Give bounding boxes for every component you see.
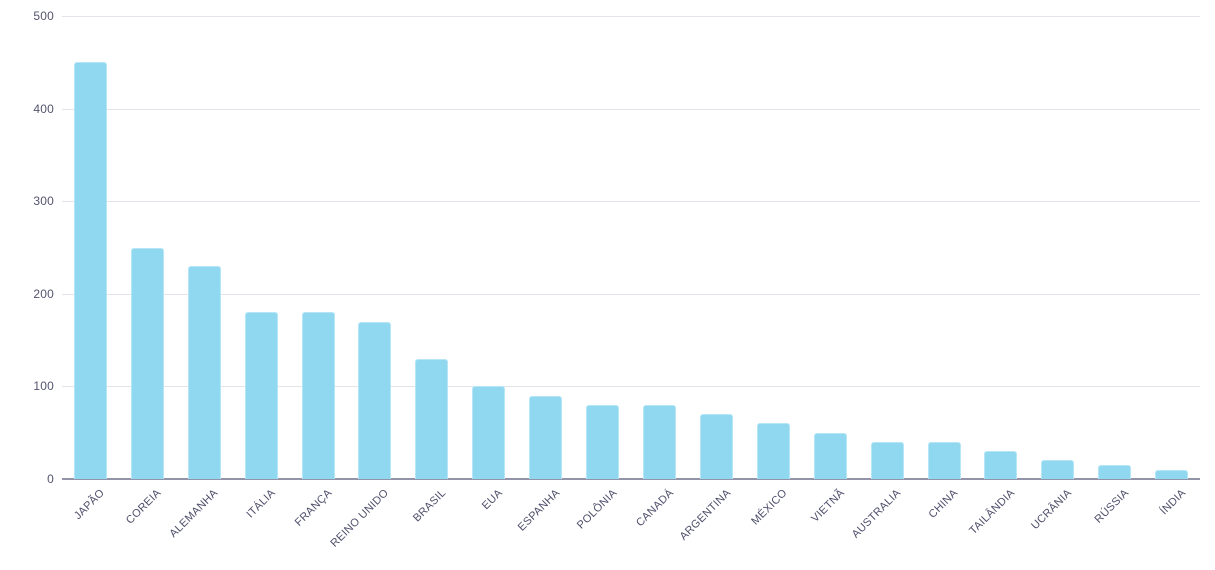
y-tick-label: 400 [33,101,54,116]
x-tick-label: ITÁLIA [244,487,278,521]
bar-slot: AUSTRALIA [850,16,916,541]
x-axis-line [62,478,1200,480]
gridline [62,201,1200,203]
bar-slot: ARGENTINA [677,16,745,543]
bar-itália [244,312,278,479]
y-tick-label: 0 [47,472,54,486]
y-tick-label: 200 [33,286,54,301]
bar-slot: ÍNDIA [1143,16,1200,517]
bar-eua [472,386,506,479]
bar-canadá [643,404,677,479]
x-tick-label: AUSTRALIA [849,487,904,541]
bar-slot: TAILÂNDIA [967,16,1030,537]
bar-reino-unido [358,321,392,479]
x-tick-label: ÍNDIA [1157,487,1189,518]
x-tick-label: CANADÁ [633,487,677,530]
gridline [62,108,1200,110]
bar-argentina [699,414,733,479]
gridline [62,386,1200,388]
x-tick-label: EUA [480,487,506,513]
x-tick-label: POLÔNIA [574,487,620,532]
y-tick-label: 300 [33,194,54,209]
x-tick-label: JAPÃO [71,487,107,523]
bar-méxico [756,423,790,479]
x-tick-label: BRASIL [410,487,449,525]
gridline [62,293,1200,295]
bar-slot: CHINA [916,16,973,521]
bar-slot: COREIA [119,16,176,527]
x-tick-label: RÚSSIA [1092,487,1132,526]
bar-slot: CANADÁ [631,16,688,529]
bar-coreia [130,247,164,479]
bar-rússia [1098,465,1132,479]
x-tick-label: FRANÇA [292,487,335,529]
bar-slot: EUA [460,16,517,512]
bar-slot: RÚSSIA [1086,16,1143,526]
bar-slot: VIETNÃ [802,16,859,525]
y-tick-label: 100 [33,379,54,394]
bar-slot: UCRÂNIA [1029,16,1086,532]
bar-alemanha [187,266,221,479]
x-tick-label: ARGENTINA [677,487,733,543]
bar-slot: ESPANHA [516,16,574,534]
bar-china [927,441,961,479]
bar-slot: ITÁLIA [233,16,290,521]
x-tick-label: MÉXICO [749,487,790,528]
bar-polônia [586,404,620,479]
bar-vietnã [813,432,847,479]
x-tick-label: VIETNÃ [808,487,847,525]
x-tick-label: REINO UNIDO [328,487,392,550]
bar-slot: MÉXICO [745,16,802,527]
x-tick-label: CHINA [926,487,961,521]
plot-area: JAPÃO COREIA ALEMANHA ITÁLIA FRANÇA REINO UNI… [62,16,1200,550]
bar-ucrânia [1041,460,1075,479]
bar-tailândia [984,451,1018,479]
bar-frança [301,312,335,479]
x-tick-label: ESPANHA [515,487,563,534]
bar-slot: REINO UNIDO [329,16,404,550]
bars-container: JAPÃO COREIA ALEMANHA ITÁLIA FRANÇA REINO UNI… [62,16,1200,550]
bar-brasil [415,358,449,479]
x-tick-label: ALEMANHA [167,487,221,540]
x-tick-label: UCRÂNIA [1029,487,1075,532]
x-tick-label: COREIA [124,487,164,527]
gridline [62,16,1200,17]
bar-slot: JAPÃO [62,16,119,522]
bar-slot: BRASIL [403,16,460,524]
bar-índia [1155,469,1189,479]
y-tick-label: 500 [33,9,54,23]
bar-slot: ALEMANHA [168,16,233,540]
bar-espanha [529,395,563,479]
bar-japão [73,62,107,479]
bar-slot: FRANÇA [290,16,347,529]
y-axis-tick-labels: 0 100 200 300 400 500 [0,9,54,486]
x-tick-label: TAILÂNDIA [967,487,1018,538]
bar-australia [870,441,904,479]
bar-slot: POLÔNIA [574,16,631,532]
